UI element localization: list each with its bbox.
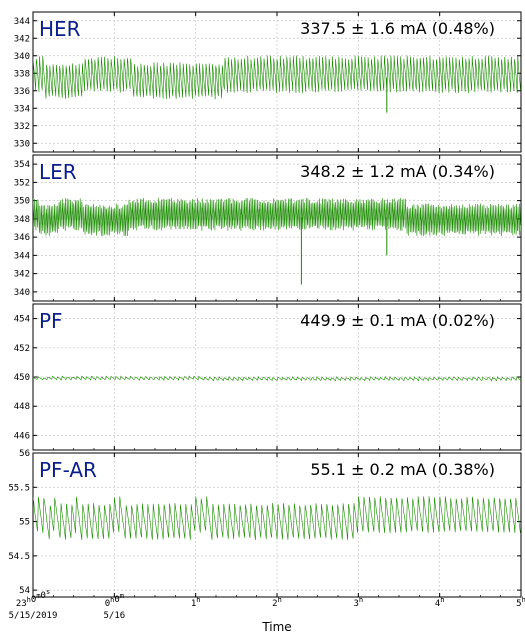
y-tick-label: 344: [14, 17, 30, 27]
y-tick-label: 452: [14, 344, 30, 354]
y-tick-label: 446: [14, 431, 30, 441]
x-tick-label: 23h0m0s: [16, 588, 50, 609]
y-tick-label: 344: [14, 251, 30, 261]
panel-statistic: 55.1 ± 0.2 mA (0.38%): [310, 460, 495, 479]
date-label: 5/16: [103, 611, 125, 621]
x-tick-label: 0h0m: [105, 592, 124, 609]
panel-pf: 446 448 450 452 454 PF 449.9 ± 0.1 mA (0.02%): [14, 303, 522, 451]
date-label: 5/15/2019: [9, 611, 58, 621]
y-tick-label: 350: [14, 197, 30, 207]
y-tick-label: 336: [14, 87, 30, 97]
y-tick-label: 348: [14, 215, 30, 225]
x-tick-label: 4h: [435, 596, 445, 609]
series-line-ler: [33, 197, 521, 237]
panel-statistic: 337.5 ± 1.6 mA (0.48%): [300, 19, 495, 38]
y-tick-label: 346: [14, 233, 30, 243]
y-tick-label: 54: [19, 586, 30, 596]
y-tick-label: 338: [14, 69, 30, 79]
panel-statistic: 348.2 ± 1.2 mA (0.34%): [300, 162, 495, 181]
y-tick-label: 332: [14, 122, 30, 132]
y-tick-label: 342: [14, 270, 30, 280]
panel-title: HER: [39, 17, 81, 41]
panel-title: LER: [39, 160, 77, 184]
series-line-her: [33, 55, 521, 100]
panel-title: PF: [39, 309, 63, 333]
panel-ler: 340 342 344 346 348 350 352 354 LER 348.2 ± 1.2 m…: [14, 154, 522, 302]
x-axis-label: Time: [261, 620, 291, 634]
y-tick-label: 342: [14, 34, 30, 44]
y-tick-label: 352: [14, 178, 30, 188]
y-tick-label: 454: [14, 315, 30, 325]
x-tick-label: 5h: [516, 596, 525, 609]
y-tick-label: 56: [19, 449, 30, 459]
x-tick-label: 2h: [272, 596, 282, 609]
y-tick-label: 340: [14, 288, 30, 298]
y-tick-label: 448: [14, 402, 30, 412]
y-tick-label: 55: [19, 518, 30, 528]
panel-pf-ar: 54 54.5 55 55.5 56 PF-AR 55.1 ± 0.2 mA (0.38%): [8, 449, 522, 598]
y-tick-label: 55.5: [8, 483, 30, 493]
x-tick-label: 3h: [354, 596, 364, 609]
y-tick-label: 334: [14, 104, 30, 114]
series-line-pf: [33, 375, 521, 382]
y-tick-label: 330: [14, 139, 30, 149]
x-tick-label: 1h: [191, 596, 201, 609]
y-tick-label: 354: [14, 160, 30, 170]
series-line-pf-ar: [33, 496, 521, 540]
y-tick-label: 450: [14, 373, 30, 383]
panel-her: 330 332 334 336 338 340 342 344 HER 337.5 ± 1.6 m…: [14, 11, 522, 153]
panel-title: PF-AR: [39, 458, 97, 482]
y-tick-label: 54.5: [8, 552, 30, 562]
y-tick-label: 340: [14, 52, 30, 62]
panel-statistic: 449.9 ± 0.1 mA (0.02%): [300, 311, 495, 330]
